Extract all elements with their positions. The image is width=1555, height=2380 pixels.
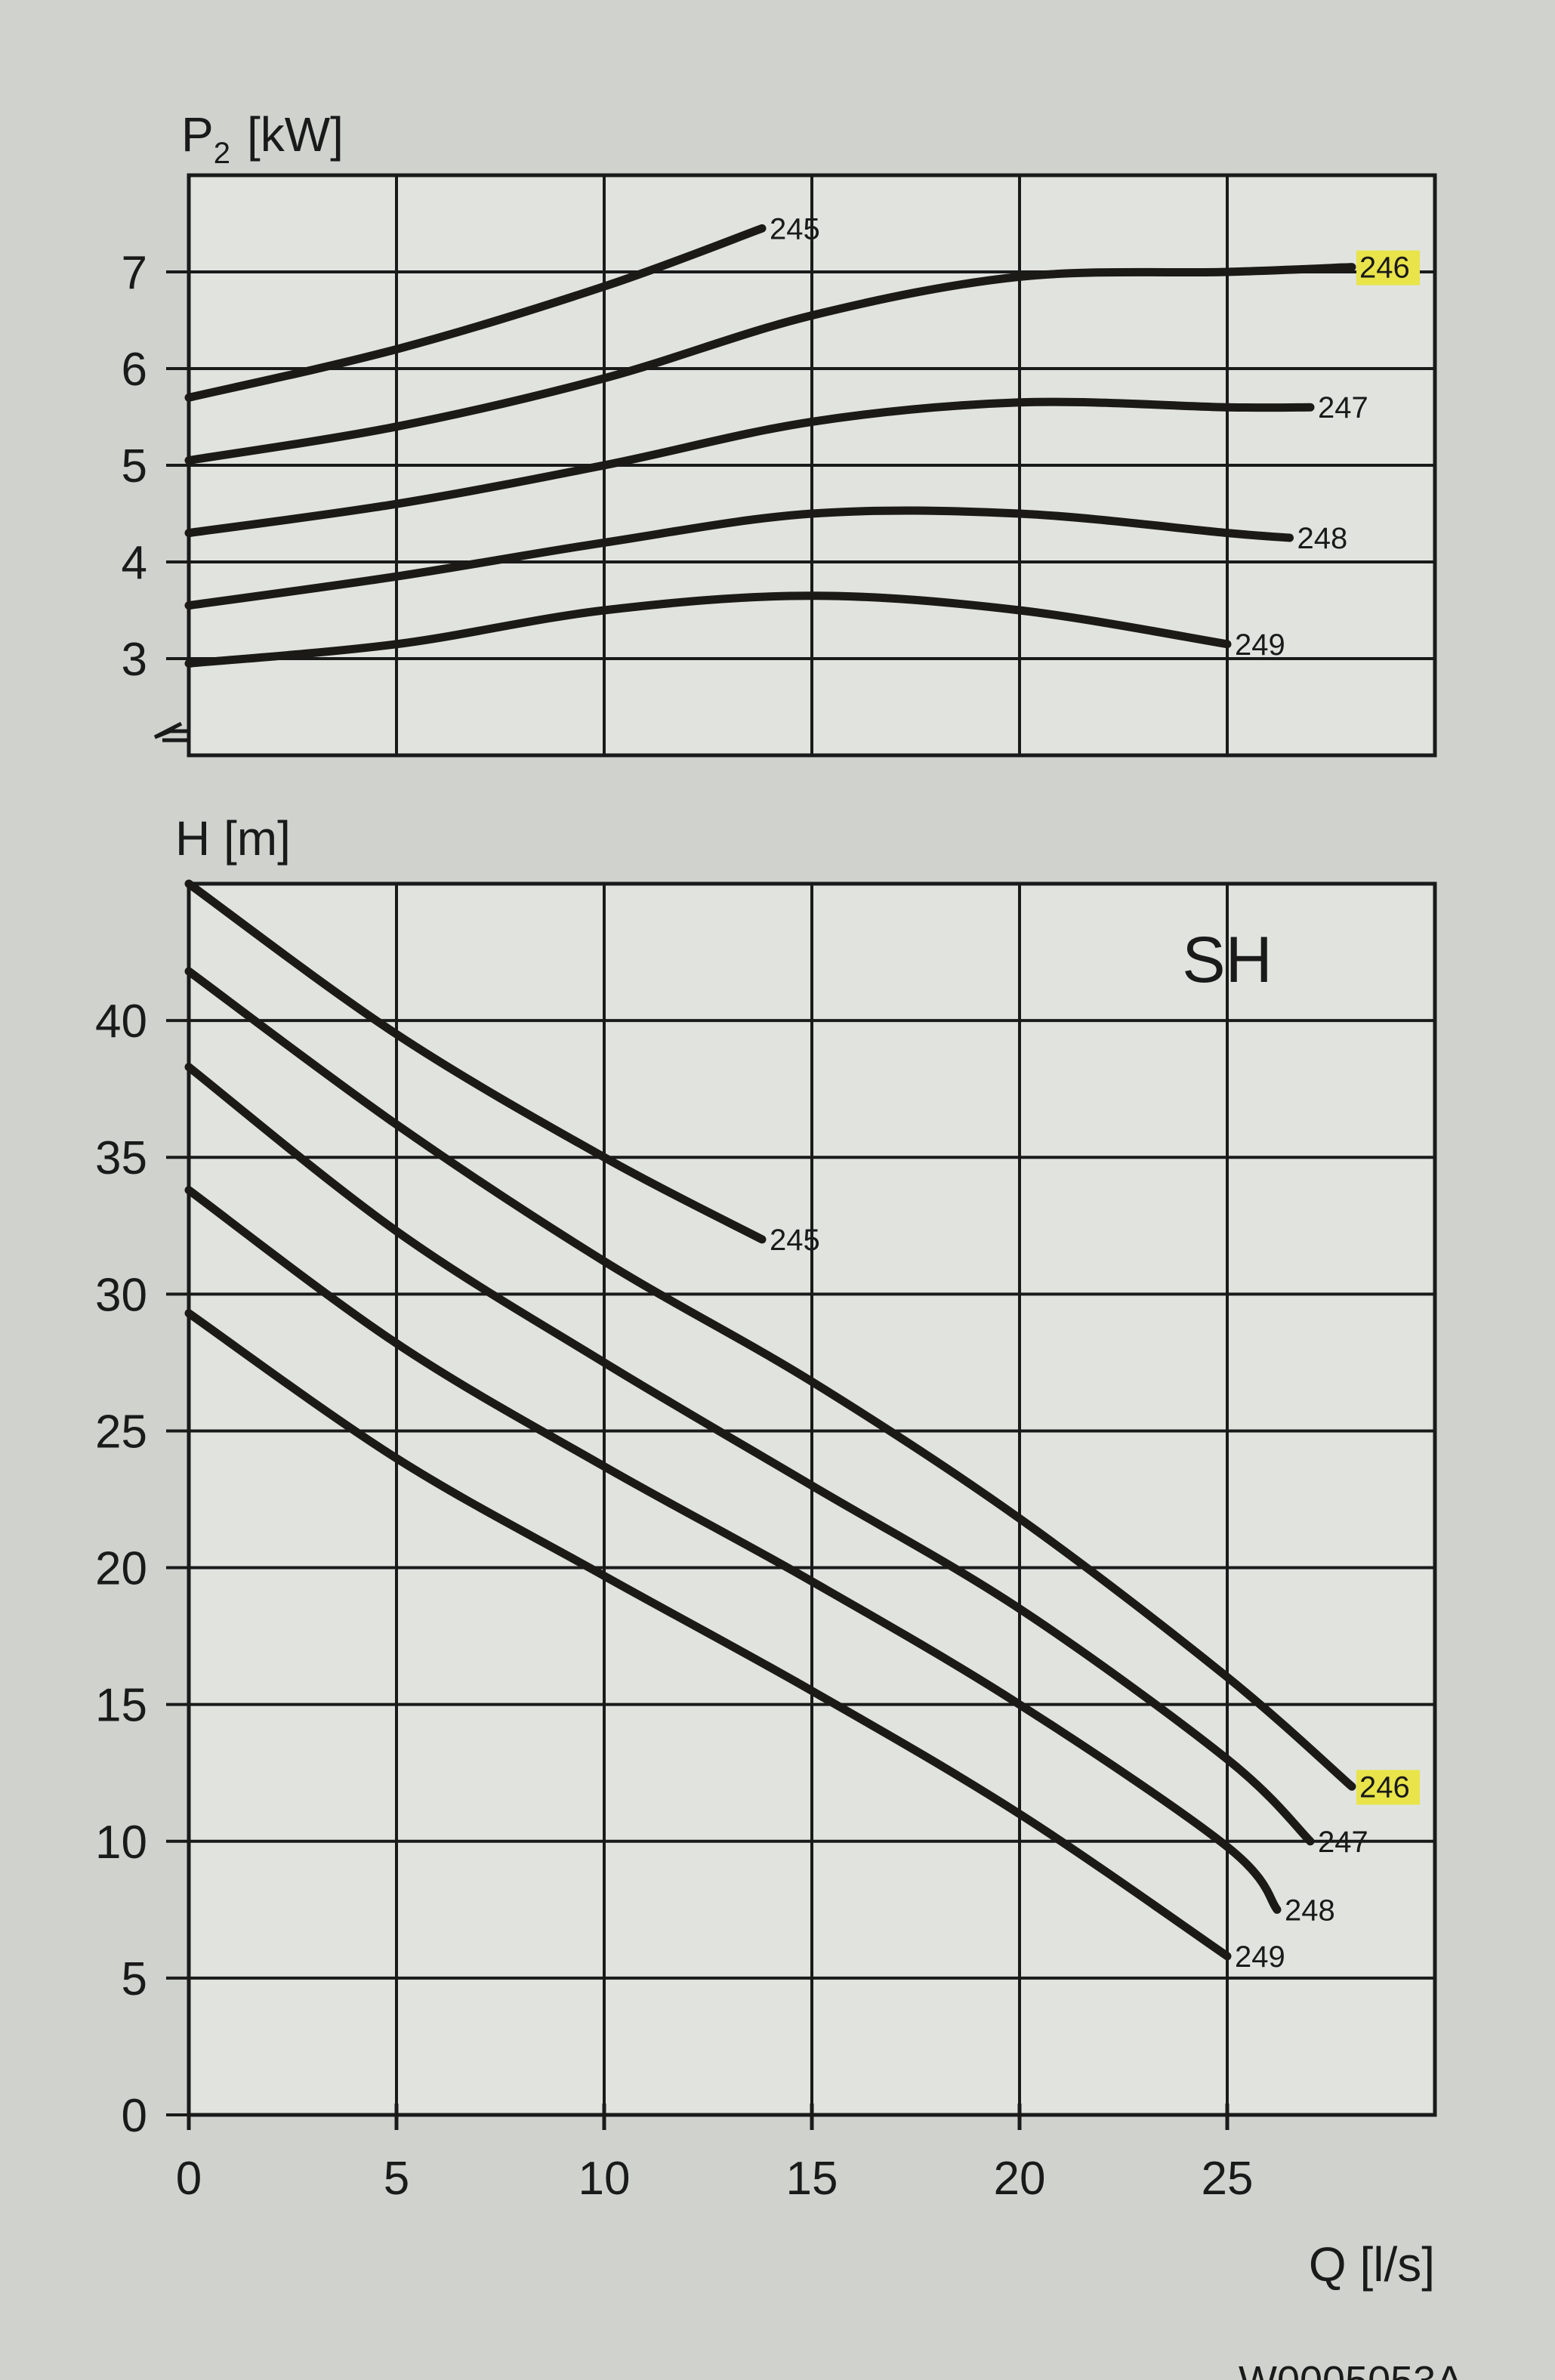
curve-label-245: 245 <box>770 212 820 245</box>
axis-break-icon <box>153 721 189 742</box>
x-tick-label: 5 <box>384 2153 409 2205</box>
head-grid <box>166 884 1435 2116</box>
power-curves <box>184 224 1356 668</box>
x-tick-label: 15 <box>786 2153 838 2205</box>
curve-247 <box>184 397 1315 538</box>
head-x-ticks: 0 5 10 15 20 25 <box>176 2104 1254 2205</box>
curve-label-245: 245 <box>770 1224 820 1257</box>
curve-248 <box>184 506 1294 610</box>
curve-249 <box>184 591 1232 668</box>
y-tick-label: 40 <box>95 996 147 1048</box>
power-grid <box>166 175 1435 755</box>
curve-246 <box>184 967 1356 1791</box>
y-tick-label: 6 <box>122 344 147 396</box>
x-tick-label: 0 <box>176 2153 202 2205</box>
curve-label-248: 248 <box>1297 522 1348 555</box>
x-tick-label: 25 <box>1202 2153 1254 2205</box>
power-chart: 3 4 5 6 7 245 246 247 248 249 P2 [kW] <box>122 107 1437 758</box>
figure-code: W0005053A <box>1239 2358 1463 2380</box>
highlight-marker <box>1356 1770 1420 1805</box>
head-y-ticks: 0 5 10 15 20 25 30 35 40 <box>95 996 147 2142</box>
power-curve-labels: 245 246 247 248 249 <box>770 212 1420 662</box>
y-tick-label: 35 <box>95 1132 147 1184</box>
power-axis-title: P2 [kW] <box>181 107 344 170</box>
curve-label-247: 247 <box>1318 1826 1368 1859</box>
head-axis-title: H [m] <box>175 811 291 866</box>
curve-label-249: 249 <box>1235 1940 1285 1974</box>
curve-label-246: 246 <box>1359 252 1410 285</box>
curve-245 <box>184 224 767 402</box>
curve-248 <box>184 1186 1282 1914</box>
x-tick-label: 20 <box>994 2153 1046 2205</box>
highlight-marker <box>1356 250 1420 286</box>
power-y-ticks: 3 4 5 6 7 <box>122 247 147 686</box>
y-tick-label: 25 <box>95 1406 147 1458</box>
curve-label-248: 248 <box>1285 1894 1335 1927</box>
y-tick-label: 7 <box>122 247 147 299</box>
y-tick-label: 4 <box>122 537 147 589</box>
curve-label-247: 247 <box>1318 391 1368 424</box>
x-tick-label: 10 <box>578 2153 631 2205</box>
curve-246 <box>184 263 1356 465</box>
flow-axis-title: Q [l/s] <box>1309 2237 1435 2292</box>
head-curves <box>184 879 1356 1961</box>
curve-label-249: 249 <box>1235 628 1285 662</box>
y-tick-label: 0 <box>122 2090 147 2142</box>
y-tick-label: 5 <box>122 1953 147 2005</box>
y-tick-label: 20 <box>95 1543 147 1595</box>
y-tick-label: 30 <box>95 1269 147 1321</box>
y-tick-label: 15 <box>95 1680 147 1732</box>
series-annotation-sh: SH <box>1182 924 1272 996</box>
curve-249 <box>184 1309 1232 1961</box>
y-tick-label: 5 <box>122 440 147 492</box>
head-chart: 0 5 10 15 20 25 30 35 40 0 5 10 15 20 25 245 246 247 248… <box>95 811 1437 2292</box>
curve-247 <box>184 1063 1315 1846</box>
curve-245 <box>184 879 767 1244</box>
curve-label-246: 246 <box>1359 1770 1410 1804</box>
y-tick-label: 3 <box>122 634 147 686</box>
y-tick-label: 10 <box>95 1817 147 1869</box>
